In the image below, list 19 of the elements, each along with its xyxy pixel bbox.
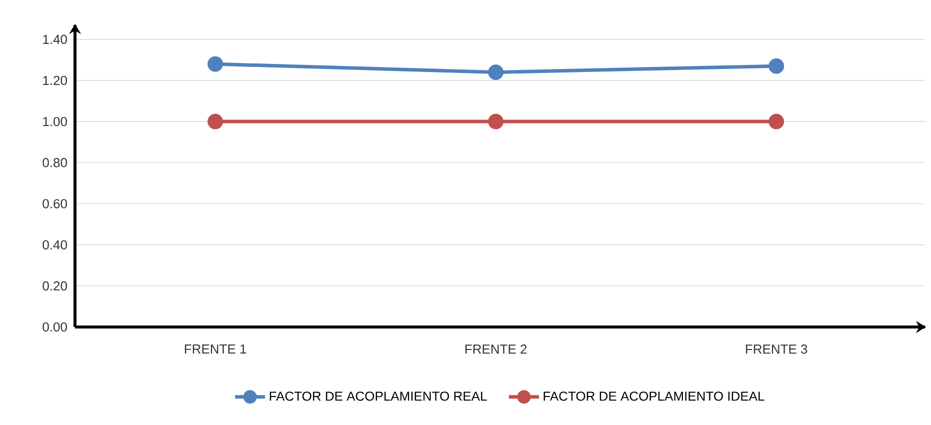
x-tick-label: FRENTE 2	[465, 344, 527, 354]
point	[488, 114, 504, 130]
point	[208, 56, 224, 72]
point	[768, 114, 784, 130]
point	[488, 64, 504, 80]
point	[768, 58, 784, 74]
y-tick-label: 0.20	[42, 281, 67, 290]
legend-label: FACTOR DE ACOPLAMIENTO IDEAL	[544, 392, 764, 401]
y-tick-label: 1.40	[43, 34, 67, 44]
legend-label: FACTOR DE ACOPLAMIENTO REAL	[270, 392, 487, 401]
y-tick-label: 1.00	[43, 116, 67, 126]
y-tick-label: 0.40	[42, 240, 67, 250]
y-tick-label: 0.00	[42, 322, 67, 332]
y-tick-label: 0.60	[42, 199, 67, 208]
y-tick-label: 0.80	[42, 158, 67, 168]
y-tick-label: 1.20	[43, 76, 67, 86]
x-tick-label: FRENTE 1	[184, 344, 246, 354]
x-tick-label: FRENTE 3	[746, 344, 808, 354]
point	[208, 114, 224, 130]
